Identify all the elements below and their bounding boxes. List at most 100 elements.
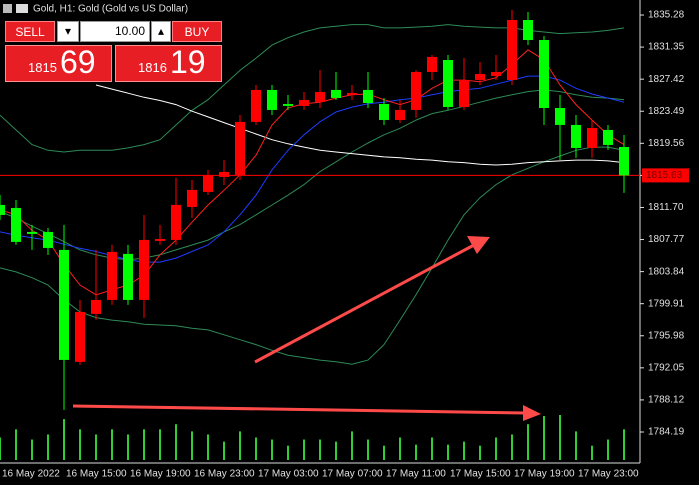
candle-body [59,249,69,360]
volume-bar [303,439,305,460]
candle-body [0,204,5,215]
candle-body [331,89,341,98]
candle-body [251,89,261,122]
volume-bar [511,434,513,460]
candle-body [555,107,565,125]
candle-body [11,207,21,242]
volume-bar [223,441,225,460]
sell-button[interactable]: SELL [5,21,55,42]
volume-bar [415,444,417,460]
candle-body [299,99,309,106]
indicator-line [0,146,625,365]
current-price-label: 1815.63 [646,170,683,181]
y-tick-label: 1827.42 [648,74,685,85]
volume-bar [143,429,145,460]
volume-bar [495,437,497,460]
volume-bar [79,429,81,460]
y-tick-label: 1811.70 [648,202,684,213]
volume-bar [431,437,433,460]
annotation-arrow [254,243,475,364]
y-tick-label: 1807.77 [648,234,685,245]
volume-bar [207,434,209,460]
candle-body [283,103,293,106]
volume-bar [447,444,449,460]
annotation-arrow [72,404,527,415]
chart-icon [16,4,28,13]
volume-bar [367,439,369,460]
y-tick-label: 1831.35 [648,42,685,53]
volume-bar [127,434,129,460]
x-tick-label: 17 May 15:00 [450,469,511,480]
volume-bar [271,439,273,460]
y-tick-label: 1803.84 [648,266,685,277]
candle-body [315,91,325,102]
volume-bar [191,431,193,460]
volume-bar [319,439,321,460]
volume-bar [287,445,289,460]
candle-body [155,238,165,241]
candle-body [267,89,277,110]
volume-bar [47,434,49,460]
x-tick-label: 17 May 23:00 [578,469,639,480]
candle-body [395,109,405,120]
y-tick-label: 1795.98 [648,330,685,341]
volume-bar [623,429,625,460]
candle-body [571,124,581,148]
candle-body [459,79,469,107]
volume-bar [559,415,561,460]
y-tick-label: 1784.19 [648,427,685,438]
candle-body [235,121,245,175]
candle-body [443,59,453,107]
y-tick-label: 1788.12 [648,395,685,406]
volume-bar [31,439,33,460]
x-tick-label: 17 May 03:00 [258,469,319,480]
volume-bar [399,437,401,460]
candle-body [363,89,373,103]
volume-bar [175,424,177,460]
volume-bar [15,429,17,460]
candle-body [603,129,613,145]
bid-main: 1815 [28,60,57,75]
candle-body [123,253,133,300]
indicator-line [0,24,625,153]
candle-body [219,171,229,177]
volume-up[interactable]: ▴ [151,21,171,42]
volume-input[interactable]: 10.00 [80,21,150,42]
candle-body [347,92,357,95]
volume-bar [0,437,1,460]
volume-bar [335,441,337,460]
candle-body [43,231,53,248]
candle-body [539,39,549,108]
bid-box[interactable]: 1815 69 [5,44,112,82]
candle-body [427,56,437,72]
chart-title: Gold, H1: Gold (Gold vs US Dollar) [33,4,188,15]
volume-bar [591,445,593,460]
volume-bar [543,416,545,460]
candle-body [27,231,37,234]
volume-bar [607,439,609,460]
volume-down[interactable]: ▾ [57,21,79,42]
volume-bar [527,424,529,460]
candle-body [187,189,197,207]
volume-bar [479,445,481,460]
buy-button[interactable]: BUY [172,21,222,42]
candle-body [139,239,149,300]
volume-bar [255,437,257,460]
volume-bar [239,431,241,460]
candle-body [203,174,213,192]
ask-box[interactable]: 1816 19 [115,44,222,82]
candle-body [171,204,181,240]
candle-body [411,71,421,110]
annotation-arrowhead [467,236,490,254]
volume-bar [351,431,353,460]
volume-bar [463,441,465,460]
ask-main: 1816 [138,60,167,75]
volume-bar [95,434,97,460]
x-tick-label: 17 May 07:00 [322,469,383,480]
volume-bar [63,419,65,460]
window-icon [3,4,12,13]
ask-big: 19 [170,44,206,80]
current-price-tag [642,168,689,183]
x-tick-label: 16 May 15:00 [66,469,127,480]
